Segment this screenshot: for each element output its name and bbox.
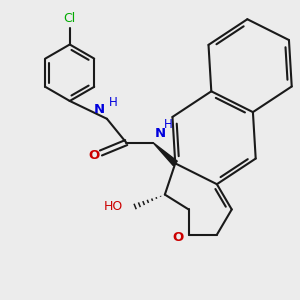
Text: H: H [109,96,118,109]
Text: N: N [154,127,166,140]
Text: Cl: Cl [64,12,76,25]
Text: O: O [172,231,184,244]
Polygon shape [153,142,177,166]
Text: HO: HO [103,200,123,213]
Text: N: N [93,103,104,116]
Text: H: H [164,118,172,131]
Text: O: O [89,149,100,162]
